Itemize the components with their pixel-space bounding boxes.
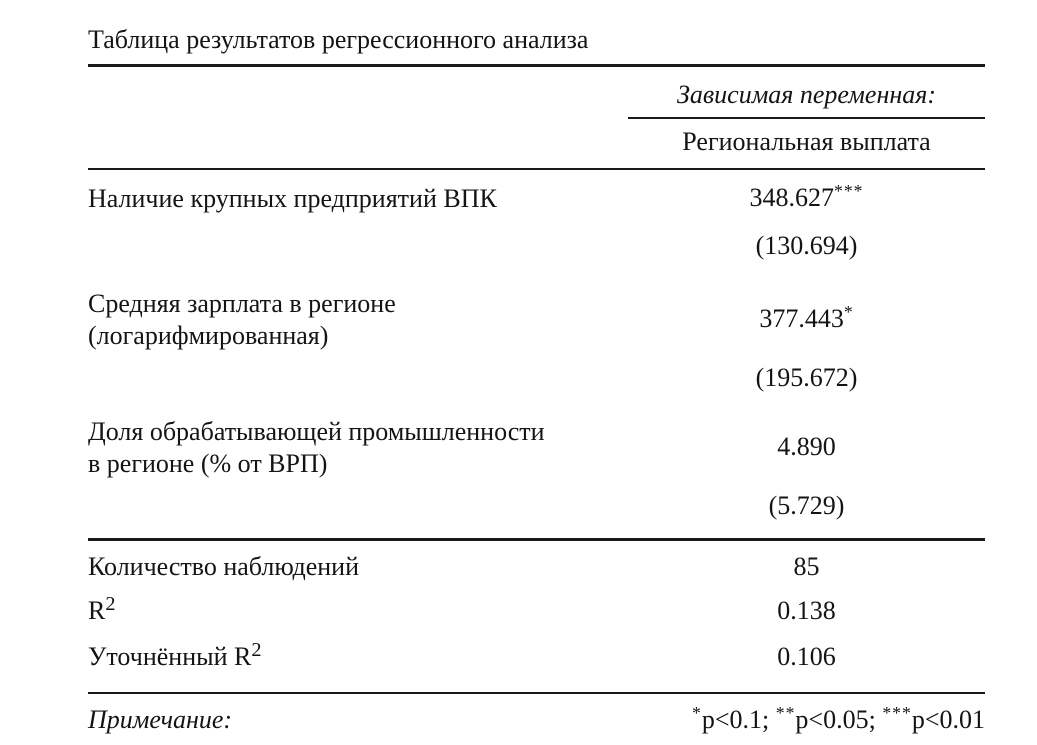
empty-cell [88, 111, 628, 119]
dependent-variable-name-row: Региональная выплата [88, 119, 985, 158]
statistic-value: 0.106 [777, 641, 836, 671]
coefficient-value: 377.443* [628, 301, 985, 337]
empty-cell [88, 362, 628, 394]
coefficient-value: 4.890 [628, 431, 985, 465]
significance-stars: *** [882, 702, 912, 723]
std-error-value: (5.729) [768, 491, 845, 520]
body-stats-rule [88, 538, 985, 541]
estimate-value: 348.627 [749, 183, 834, 212]
empty-cell [88, 79, 628, 111]
superscript-two: 2 [105, 592, 116, 615]
estimate-value: 377.443 [759, 304, 844, 333]
coefficient-label-line: в регионе (% от ВРП) [88, 449, 328, 478]
stats-note-rule [88, 691, 985, 694]
statistic-label-text: R [88, 595, 106, 625]
statistic-row: Уточнённый R2 0.106 [88, 629, 985, 675]
statistic-row: Количество наблюдений 85 [88, 541, 985, 583]
note-segment-text: p<0.1; [701, 705, 776, 734]
empty-cell [88, 230, 628, 262]
note-label: Примечание: [88, 705, 233, 734]
significance-stars: ** [775, 702, 796, 723]
std-error-value: (130.694) [755, 231, 858, 260]
coefficient-label: Наличие крупных предприятий ВПК [88, 183, 628, 215]
significance-stars: *** [833, 180, 864, 201]
coefficient-row: Средняя зарплата в регионе (логарифмиров… [88, 262, 985, 352]
statistic-value: 0.138 [777, 595, 836, 625]
statistic-label-text: Уточнённый R [88, 641, 252, 671]
header-body-rule [88, 167, 985, 170]
note-text: *p<0.1; **p<0.05; ***p<0.01 [628, 702, 985, 738]
dependent-variable-name: Региональная выплата [682, 126, 931, 156]
note-segment-text: p<0.01 [911, 705, 985, 734]
coefficient-label-line: Наличие крупных предприятий ВПК [88, 184, 497, 213]
significance-stars: * [692, 702, 702, 723]
regression-table: Таблица результатов регрессионного анали… [88, 24, 985, 738]
coefficient-label-line: Доля обрабатывающей промышленности [88, 417, 545, 446]
statistic-row: R2 0.138 [88, 583, 985, 629]
superscript-two: 2 [251, 638, 262, 661]
statistic-label: Количество наблюдений [88, 551, 359, 581]
coefficient-label-line: Средняя зарплата в регионе [88, 289, 396, 318]
statistic-label: Уточнённый R2 [88, 638, 628, 675]
significance-stars: * [843, 301, 854, 322]
statistic-value: 85 [793, 551, 820, 581]
coefficient-label-line: (логарифмированная) [88, 321, 329, 350]
top-rule [88, 64, 985, 67]
std-error-value: (195.672) [755, 363, 858, 392]
std-error-row: (195.672) [88, 352, 985, 394]
std-error-row: (5.729) [88, 480, 985, 522]
std-error-row: (130.694) [88, 216, 985, 262]
coefficient-label: Доля обрабатывающей промышленности в рег… [88, 416, 628, 480]
coefficient-value: 348.627*** [628, 180, 985, 216]
note-row: Примечание: *p<0.1; **p<0.05; ***p<0.01 [88, 694, 985, 738]
coefficient-row: Доля обрабатывающей промышленности в рег… [88, 394, 985, 480]
dependent-variable-label: Зависимая переменная: [677, 79, 936, 109]
estimate-value: 4.890 [777, 432, 836, 461]
dependent-variable-header-cell: Зависимая переменная: [628, 79, 985, 111]
empty-cell [88, 126, 628, 158]
dependent-variable-rule-row [88, 111, 985, 119]
dependent-variable-header-row: Зависимая переменная: [88, 67, 985, 111]
coefficient-label: Средняя зарплата в регионе (логарифмиров… [88, 288, 628, 352]
empty-cell [88, 490, 628, 522]
statistic-label: R2 [88, 592, 628, 629]
note-segment-text: p<0.05; [795, 705, 883, 734]
coefficient-row: Наличие крупных предприятий ВПК 348.627*… [88, 170, 985, 216]
table-title: Таблица результатов регрессионного анали… [88, 25, 589, 54]
dependent-variable-rule [628, 116, 985, 119]
